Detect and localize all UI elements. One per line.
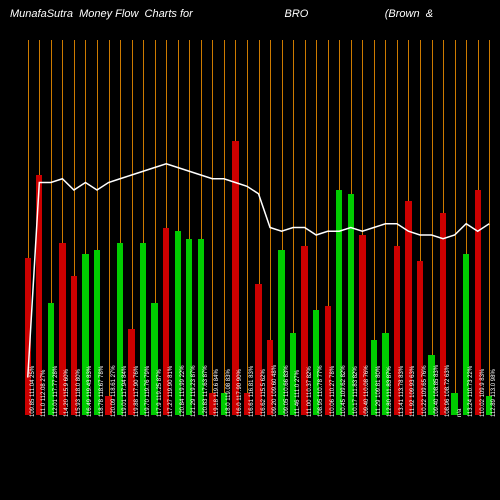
x-axis-labels: 109.85 111.04 25%111.0 112.08 27%112.01 …: [22, 415, 495, 500]
x-label: 111.0 112.08 27%: [41, 370, 47, 417]
x-label: 116.61 116.81 83%: [249, 366, 255, 417]
gridline: [489, 40, 490, 415]
x-label: 116.62 115.5 62%: [261, 369, 267, 417]
x-label: 111.46 111.0 27%: [295, 370, 301, 417]
x-label: 110.02 109.9 83%: [480, 369, 486, 417]
x-label: 114.20 115.9 60%: [64, 369, 70, 417]
x-label: 108.96 108.72 63%: [445, 365, 451, 417]
x-label: 120.83 117.63 87%: [203, 365, 209, 417]
x-label: 109.20 109.60 48%: [272, 365, 278, 417]
x-label: 116.49 119.43 83%: [87, 366, 93, 417]
x-label: 109.05 110.66 83%: [284, 365, 290, 417]
x-label: 118.0 119.08 83%: [226, 369, 232, 417]
x-label: 109.85 111.04 25%: [30, 366, 36, 417]
title-prefix: MunafaSutra Money Flow Charts for: [10, 8, 193, 20]
x-label: 112.89 113.0 98%: [491, 369, 497, 417]
x-label: 109.40 108.85 83%: [434, 365, 440, 417]
x-label: 119.01 117.94 84%: [122, 366, 128, 417]
x-label: 110.17 111.83 82%: [353, 366, 359, 417]
x-label: 111.29 109.81 80%: [376, 366, 382, 417]
chart-area: [22, 40, 495, 415]
chart-title: MunafaSutra Money Flow Charts for BRO (B…: [10, 8, 490, 20]
x-label: 112.80 111.83 87%: [387, 366, 393, 417]
x-label: 115.93 118.0 80%: [76, 369, 82, 417]
x-label: 117.9 119.25 87%: [157, 369, 163, 417]
x-label: 113.41 113.78 83%: [399, 366, 405, 417]
x-label: 110.45 109.62 82%: [341, 365, 347, 417]
x-label: 109.40 110.08 76%: [364, 365, 370, 417]
x-label: 110.22 109.65 76%: [422, 365, 428, 417]
gridline: [224, 40, 225, 415]
gridline: [247, 40, 248, 415]
x-label: 120.09 118.61 27%: [111, 365, 117, 417]
x-label: 117.27 119.90 81%: [168, 366, 174, 417]
x-label: 119.88 117.90 76%: [134, 366, 140, 417]
x-label: 116.0 117.90 90%: [237, 369, 243, 417]
gridline: [212, 40, 213, 415]
x-label: 121.29 119.23 87%: [191, 365, 197, 417]
x-label: n/a: [457, 409, 463, 417]
x-label: 112.01 117.77 28%: [53, 366, 59, 417]
gridline: [455, 40, 456, 415]
x-label: 113.24 110.73 22%: [468, 366, 474, 417]
x-label: 111.92 109.93 63%: [410, 366, 416, 417]
x-label: 111.00 110.37 82%: [307, 366, 313, 417]
title-ticker: BRO: [284, 8, 308, 20]
x-label: 120.84 119.99 22%: [180, 365, 186, 417]
x-label: 110.06 110.27 78%: [330, 366, 336, 417]
x-label: 119.70 119.76 79%: [145, 366, 151, 417]
x-label: 119.18 119.6 84%: [214, 369, 220, 417]
title-suffix: (Brown &: [385, 8, 433, 20]
gridline: [109, 40, 110, 415]
x-label: 108.95 110.78 77%: [318, 365, 324, 417]
x-label: 118.78 118.67 78%: [99, 366, 105, 417]
